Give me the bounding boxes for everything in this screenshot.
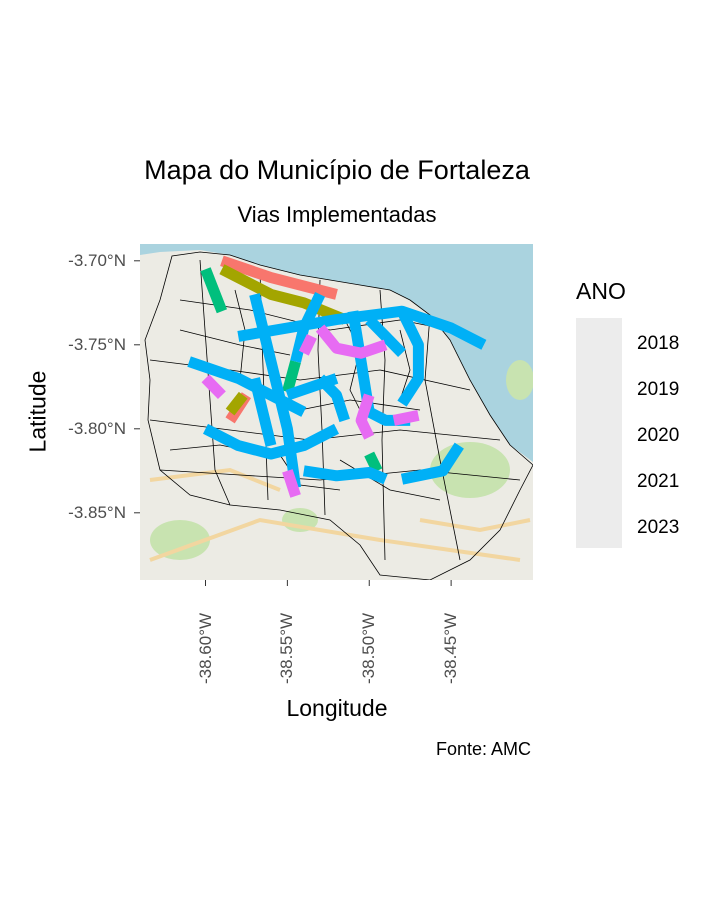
legend-label-2018: 2018 bbox=[637, 333, 680, 354]
route-2023-5 bbox=[298, 334, 317, 356]
route-2023-3 bbox=[282, 469, 301, 498]
route-2018-0 bbox=[220, 255, 338, 300]
route-layer bbox=[187, 255, 487, 498]
axis-ticks bbox=[134, 260, 452, 586]
y-tick-label: -3.75°N bbox=[68, 334, 126, 354]
route-2019-1 bbox=[225, 391, 248, 416]
legend-label-2020: 2020 bbox=[637, 425, 680, 446]
x-tick-label: -38.50°W bbox=[359, 612, 379, 684]
route-2021-6 bbox=[202, 423, 340, 460]
legend-title: ANO bbox=[576, 278, 626, 304]
y-tick-label: -3.85°N bbox=[68, 502, 126, 522]
basemap-roads bbox=[149, 467, 531, 562]
legend-key-background bbox=[576, 318, 622, 548]
route-2020-0 bbox=[200, 267, 228, 314]
route-2019-0 bbox=[219, 264, 347, 325]
source-caption: Fonte: AMC bbox=[435, 739, 531, 759]
route-2021-13 bbox=[285, 373, 339, 401]
route-2023-1 bbox=[355, 393, 375, 440]
neighborhood-boundaries bbox=[144, 251, 533, 580]
y-tick-label: -3.80°N bbox=[68, 418, 126, 438]
x-axis-label: Longitude bbox=[286, 695, 388, 721]
legend-label-2023: 2023 bbox=[637, 517, 680, 538]
route-2020-2 bbox=[364, 451, 383, 474]
route-2021-10 bbox=[249, 377, 277, 447]
y-axis-label: Latitude bbox=[24, 370, 51, 453]
route-2021-12 bbox=[365, 315, 406, 358]
legend-label-2019: 2019 bbox=[637, 379, 680, 400]
route-2021-0 bbox=[237, 305, 487, 350]
x-tick-label: -38.45°W bbox=[441, 612, 461, 684]
route-2020-1 bbox=[282, 360, 301, 394]
x-tick-label: -38.55°W bbox=[277, 612, 297, 684]
route-2021-2 bbox=[290, 291, 326, 363]
route-2023-0 bbox=[315, 324, 388, 359]
chart-subtitle: Vias Implementadas bbox=[237, 202, 437, 227]
chart-title: Mapa do Município de Fortaleza bbox=[144, 155, 530, 185]
route-2023-4 bbox=[201, 374, 226, 400]
route-2021-8 bbox=[400, 442, 464, 485]
x-tick-label: -38.60°W bbox=[195, 612, 215, 684]
basemap-sea bbox=[140, 244, 533, 462]
route-2021-7 bbox=[302, 465, 388, 485]
y-tick-label: -3.70°N bbox=[68, 250, 126, 270]
route-2023-2 bbox=[392, 410, 420, 426]
basemap bbox=[140, 244, 533, 580]
legend-label-2021: 2021 bbox=[637, 471, 680, 492]
route-2021-4 bbox=[397, 308, 424, 407]
